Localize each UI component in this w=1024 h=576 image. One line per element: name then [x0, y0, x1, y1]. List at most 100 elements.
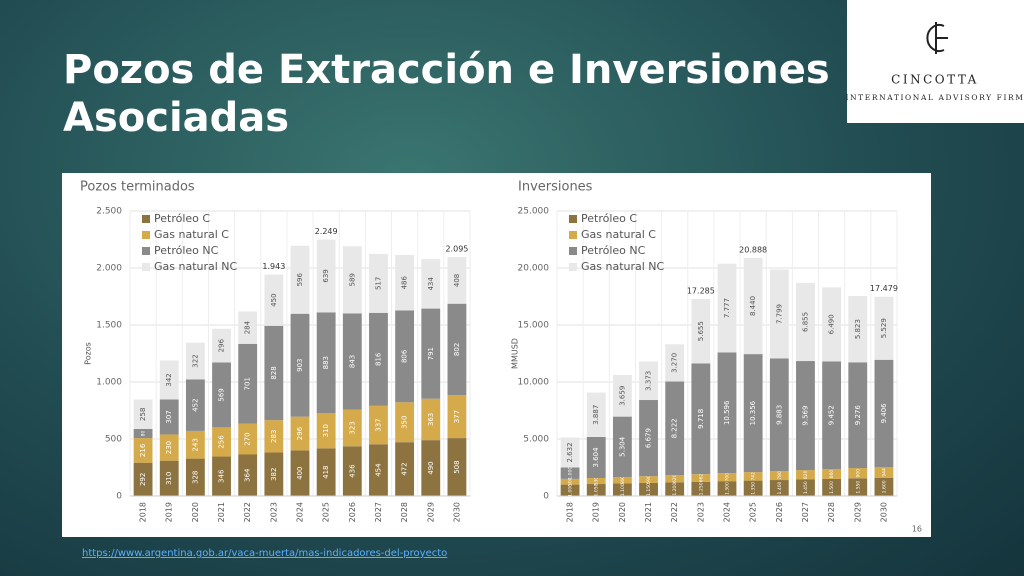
x-tick-label: 2021 — [644, 502, 653, 522]
data-label: 296 — [218, 338, 226, 352]
bar-segment — [691, 363, 711, 475]
x-tick-label: 2024 — [723, 502, 732, 522]
bar-segment — [796, 479, 815, 496]
data-label: 662 — [698, 474, 704, 483]
data-label: 80 — [141, 431, 147, 437]
slide-title: Pozos de Extracción e Inversiones Asocia… — [63, 47, 830, 141]
x-tick-label: 2028 — [827, 502, 836, 522]
data-label: 310 — [165, 472, 173, 485]
total-annotation: 1.943 — [262, 262, 285, 271]
source-link[interactable]: https://www.argentina.gob.ar/vaca-muerta… — [82, 548, 447, 559]
bar-segment — [290, 450, 310, 496]
bar-segment — [159, 460, 179, 496]
data-label: 3.270 — [671, 353, 679, 373]
y-tick-label: 0 — [543, 492, 549, 502]
data-label: 452 — [191, 398, 199, 411]
bar-segment — [395, 255, 415, 311]
bar-segment — [743, 472, 763, 481]
data-label: 5.529 — [880, 318, 888, 338]
legend-label: Petróleo C — [581, 212, 637, 225]
bar-segment — [395, 442, 415, 496]
bar-segment — [874, 359, 894, 467]
bar-segment — [238, 311, 258, 344]
y-tick-label: 2.000 — [96, 264, 122, 274]
bar-segment — [342, 446, 362, 496]
bar-segment — [796, 470, 815, 480]
bar-segment — [665, 475, 685, 483]
bar-segment — [560, 484, 580, 496]
x-tick-label: 2018 — [566, 502, 575, 522]
bar-segment — [743, 257, 763, 355]
data-label: 1.150 — [646, 483, 652, 496]
legend-label: Gas natural NC — [581, 260, 665, 273]
legend-label: Petróleo C — [154, 212, 210, 225]
bar-segment — [133, 399, 153, 429]
data-label: 364 — [244, 468, 252, 482]
legend-label: Gas natural NC — [154, 260, 238, 273]
bar-segment — [612, 416, 632, 478]
data-label: 363 — [427, 413, 435, 426]
bar-segment — [874, 477, 894, 496]
y-tick-label: 0 — [116, 492, 122, 502]
chart-title: Inversiones — [518, 180, 593, 195]
bar-segment — [421, 308, 441, 399]
x-tick-label: 2023 — [696, 502, 705, 522]
x-tick-label: 2026 — [348, 502, 357, 522]
total-annotation: 2.249 — [315, 227, 338, 236]
data-label: 1.500 — [829, 481, 835, 494]
bar-segment — [447, 257, 467, 304]
data-label: 569 — [218, 388, 226, 401]
data-label: 1.600 — [881, 480, 887, 493]
data-label: 9.406 — [880, 403, 888, 424]
x-tick-label: 2030 — [879, 502, 888, 522]
bar-segment — [238, 343, 258, 424]
data-label: 342 — [165, 373, 173, 386]
data-label: 1.250 — [698, 482, 704, 495]
data-label: 346 — [218, 469, 226, 483]
data-label: 517 — [374, 277, 382, 290]
x-tick-label: 2025 — [749, 502, 758, 522]
data-label: 3.604 — [592, 447, 600, 468]
data-label: 337 — [374, 418, 382, 431]
legend-swatch — [142, 215, 150, 223]
data-label: 9.883 — [775, 405, 783, 425]
bar-segment — [133, 428, 153, 439]
chart-title: Pozos terminados — [80, 180, 195, 195]
bar-segment — [395, 402, 415, 443]
x-tick-label: 2019 — [592, 502, 601, 522]
data-label: 596 — [296, 273, 304, 287]
bar-segment — [264, 274, 284, 326]
bar-segment — [769, 269, 789, 359]
bar-segment — [691, 298, 711, 364]
bar-segment — [395, 310, 415, 403]
data-label: 6.679 — [645, 428, 653, 448]
y-tick-label: 20.000 — [518, 264, 550, 274]
legend-label: Gas natural C — [581, 228, 656, 241]
bar-segment — [639, 482, 658, 496]
data-label: 283 — [270, 430, 278, 443]
data-label: 3.659 — [618, 386, 626, 406]
bar-segment — [264, 452, 284, 496]
data-label: 639 — [322, 269, 330, 282]
bar-segment — [874, 296, 894, 360]
data-label: 816 — [374, 352, 382, 366]
bar-segment — [316, 312, 336, 414]
data-label: 903 — [296, 358, 304, 371]
data-label: 310 — [322, 424, 330, 437]
x-tick-label: 2025 — [322, 502, 331, 522]
bar-segment — [185, 458, 205, 496]
x-tick-label: 2024 — [296, 502, 305, 522]
bar-segment — [717, 352, 737, 474]
data-label: 7.799 — [775, 304, 783, 324]
data-label: 1.550 — [855, 481, 861, 494]
bar-segment — [264, 325, 284, 421]
bar-segment — [369, 405, 388, 445]
data-label: 700 — [725, 473, 731, 482]
bar-segment — [212, 362, 231, 428]
x-tick-label: 2030 — [452, 502, 461, 522]
bar-segment — [185, 342, 205, 380]
data-label: 6.490 — [828, 314, 836, 334]
page-number: 16 — [912, 525, 922, 534]
